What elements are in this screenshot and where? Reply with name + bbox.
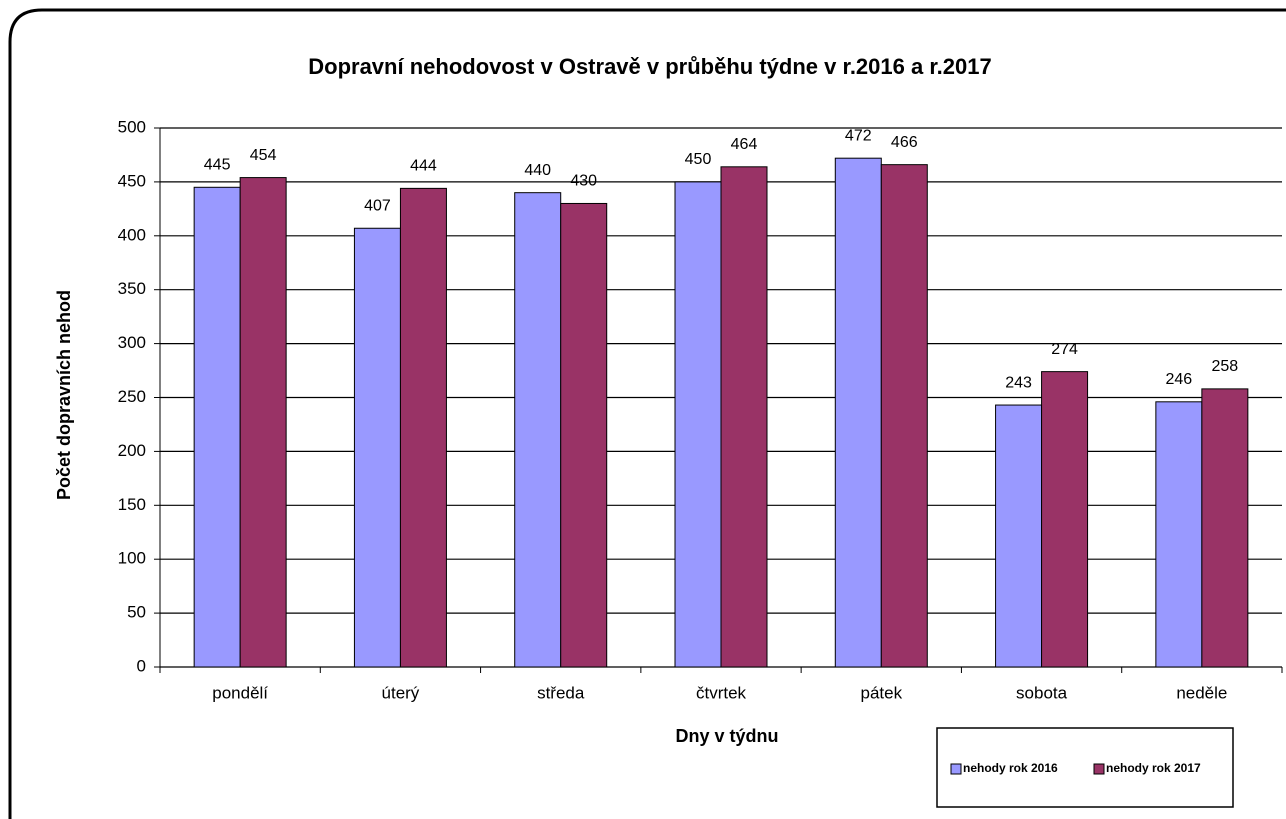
data-label: 246 <box>1166 371 1193 388</box>
bar <box>995 404 1043 668</box>
y-tick-label: 500 <box>118 117 146 136</box>
bar <box>239 177 287 668</box>
data-label: 274 <box>1051 341 1078 358</box>
bar <box>560 202 608 668</box>
legend-box <box>936 727 1234 808</box>
y-tick-label: 50 <box>127 603 146 622</box>
x-tick-label: čtvrtek <box>696 683 747 702</box>
data-label: 450 <box>685 151 712 168</box>
legend-label: nehody rok 2016 <box>963 761 1058 775</box>
y-tick-label: 400 <box>118 225 146 244</box>
data-label: 444 <box>410 158 437 175</box>
x-tick-label: úterý <box>382 683 420 702</box>
x-tick-label: pátek <box>860 683 902 702</box>
bar <box>353 227 401 668</box>
y-tick-label: 100 <box>118 549 146 568</box>
bar <box>880 164 928 668</box>
data-label: 464 <box>731 136 758 153</box>
legend-swatch <box>950 763 962 775</box>
data-label: 454 <box>250 147 277 164</box>
bar <box>514 192 562 668</box>
data-label: 407 <box>364 197 391 214</box>
bar <box>193 186 241 668</box>
y-tick-label: 200 <box>118 441 146 460</box>
x-tick-label: pondělí <box>212 683 268 702</box>
data-label: 440 <box>524 162 551 179</box>
y-tick-label: 250 <box>118 387 146 406</box>
y-tick-label: 0 <box>137 656 146 675</box>
legend-swatch <box>1093 763 1105 775</box>
bar <box>1155 401 1203 668</box>
data-label: 466 <box>891 134 918 151</box>
chart-title: Dopravní nehodovost v Ostravě v průběhu … <box>308 54 991 79</box>
y-tick-label: 350 <box>118 279 146 298</box>
y-tick-label: 300 <box>118 333 146 352</box>
y-tick-label: 450 <box>118 171 146 190</box>
x-tick-label: sobota <box>1016 683 1068 702</box>
y-tick-label: 150 <box>118 495 146 514</box>
bar <box>834 157 882 668</box>
data-label: 258 <box>1212 358 1239 375</box>
data-label: 472 <box>845 127 872 144</box>
chart-frame <box>8 8 1286 819</box>
x-tick-label: středa <box>537 683 585 702</box>
bar <box>720 166 768 668</box>
bar <box>1041 371 1089 668</box>
legend-label: nehody rok 2017 <box>1106 761 1201 775</box>
x-axis-label: Dny v týdnu <box>675 726 778 746</box>
data-label: 430 <box>570 173 597 190</box>
bar <box>674 181 722 668</box>
data-label: 243 <box>1005 374 1032 391</box>
data-label: 445 <box>204 157 231 174</box>
y-axis-label: Počet dopravních nehod <box>54 290 74 500</box>
bar <box>1201 388 1249 668</box>
x-tick-label: neděle <box>1176 683 1227 702</box>
bar <box>399 187 447 668</box>
